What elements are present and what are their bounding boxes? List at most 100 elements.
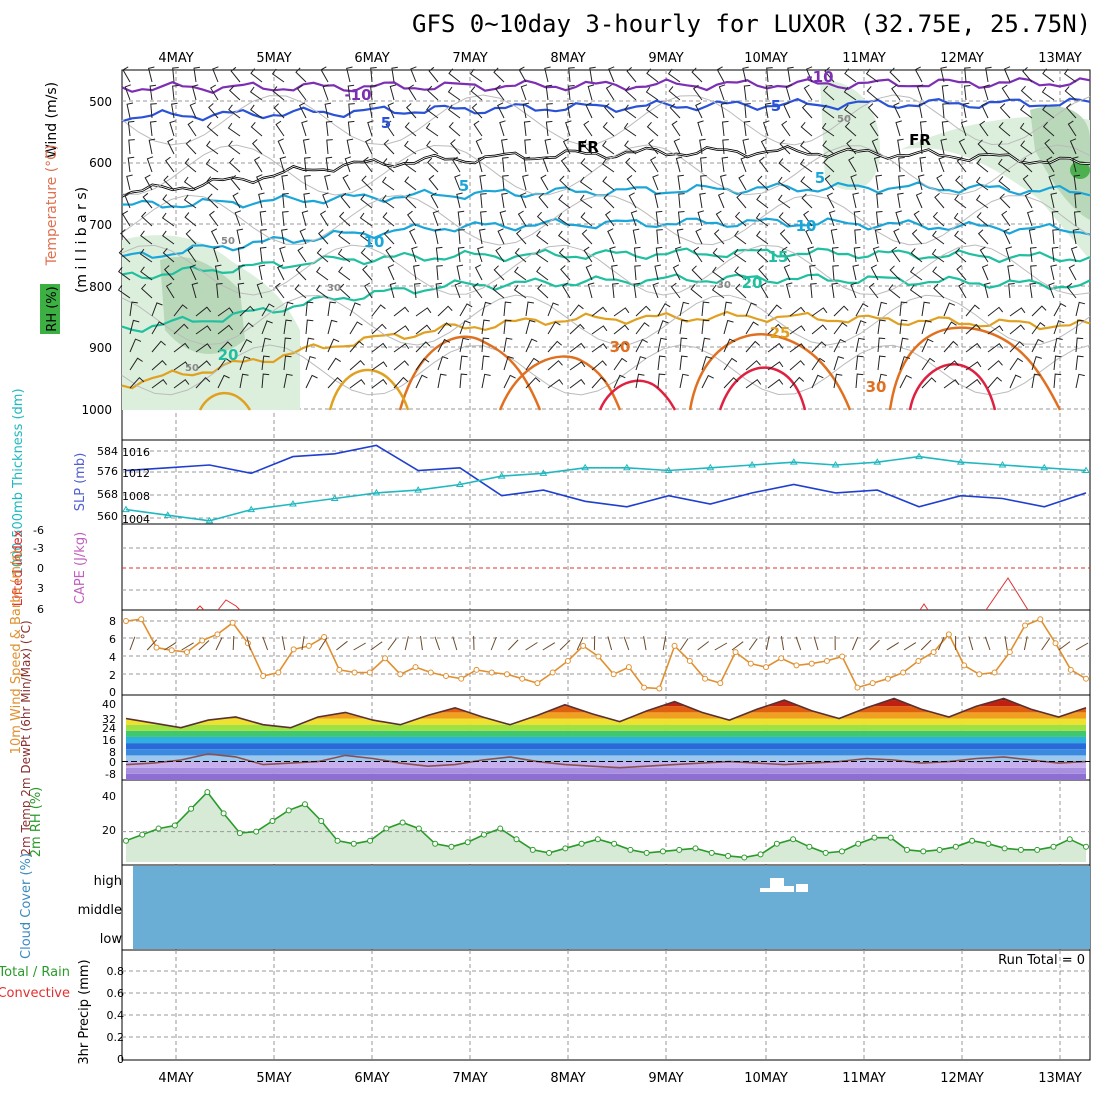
wind-barb — [478, 228, 486, 245]
temperature-band — [126, 736, 1086, 744]
wind-barb — [305, 374, 318, 389]
wind-barb — [411, 246, 418, 263]
surface-wind-barb — [525, 642, 538, 651]
wind-speed-line-point — [336, 666, 343, 673]
wind-barb — [601, 158, 615, 173]
temperature-band — [126, 743, 1086, 750]
wind-barb — [544, 66, 551, 83]
wind-barb — [940, 66, 947, 83]
thickness-line-point — [831, 460, 840, 468]
wind-barb — [409, 228, 417, 245]
thickness-axis-label: 1000-500mb Thickness (dm) — [11, 388, 26, 575]
wind-barb — [953, 212, 967, 227]
rh-line-point — [822, 849, 829, 856]
wind-barb — [127, 120, 135, 137]
wind-barb — [258, 192, 265, 209]
wind-barb — [645, 104, 659, 119]
wind-barb — [607, 228, 615, 245]
wind-barb — [140, 266, 153, 281]
rh-line-point — [757, 851, 764, 858]
wind-barb — [693, 246, 703, 263]
wind-barb — [537, 283, 549, 299]
rh-line-point — [741, 854, 748, 861]
wind-barb — [217, 324, 233, 335]
wind-legend-label: Wind (m/s) — [44, 82, 60, 158]
surface-wind-barb — [731, 641, 744, 651]
top-date-axis: 4MAY 5MAY 6MAY 7MAY 8MAY 9MAY 10MAY 11MA… — [158, 51, 1082, 66]
wind-barb — [585, 264, 593, 281]
rh-line-point — [871, 834, 878, 841]
wind-barb — [1075, 301, 1086, 317]
wind-barb — [560, 265, 571, 281]
wind-barb — [415, 341, 431, 353]
wind-barb — [1048, 174, 1055, 191]
wind-barb — [657, 320, 669, 335]
pressure-tick: 700 — [89, 218, 112, 232]
wind-barb — [722, 139, 729, 155]
wind-barb — [1009, 307, 1026, 317]
surface-wind-barb — [434, 636, 441, 651]
wind-barb — [172, 67, 179, 83]
wind-barb — [591, 360, 607, 371]
wind-barb — [183, 194, 197, 209]
temperature-band — [126, 700, 1086, 707]
wind-barb — [189, 264, 197, 281]
surface-wind-barb — [246, 636, 251, 651]
wind-barb — [557, 230, 571, 245]
date-label-bottom: 12MAY — [940, 1071, 984, 1086]
wind-barb — [874, 228, 882, 245]
wind-speed-line-point — [595, 653, 602, 660]
wind-barb — [303, 192, 310, 209]
wind-barb — [889, 265, 901, 281]
wind-barb — [187, 246, 197, 263]
wind-barb — [256, 282, 264, 299]
wind-speed-line-point — [778, 655, 785, 662]
wind-barb — [161, 212, 175, 227]
wind-barb — [173, 304, 188, 317]
wind-barb — [998, 176, 1011, 191]
wind-barb — [591, 325, 608, 335]
wind-barb — [918, 102, 926, 119]
wind-barb — [833, 355, 845, 371]
wind-barb — [213, 246, 220, 263]
wind-barb — [987, 376, 1003, 389]
wind-barb — [391, 66, 398, 83]
wind-barb — [895, 120, 902, 137]
wind-barb — [1046, 156, 1055, 173]
wind-barb — [447, 86, 461, 101]
wind-barb — [536, 266, 549, 281]
wind-barb — [525, 338, 538, 353]
wind-barb — [283, 337, 292, 353]
wind-barb — [481, 355, 490, 371]
wind-barb — [987, 325, 1004, 335]
wind-barb — [407, 210, 417, 227]
temp-tick: 16 — [102, 734, 116, 747]
wind-barb — [459, 320, 471, 335]
wind-barb — [256, 174, 263, 191]
wind-tick: 6 — [109, 633, 116, 646]
wind-barb — [146, 156, 154, 173]
wind-tick: 8 — [109, 615, 116, 628]
wind-barb — [635, 373, 645, 389]
wind-barb — [830, 228, 838, 245]
wind-barb — [624, 140, 637, 155]
wind-barb — [679, 337, 688, 353]
wind-speed-line-point — [183, 649, 190, 656]
wind-barb — [501, 138, 508, 155]
wind-barb — [654, 192, 661, 209]
thickness-tick: 560 — [97, 510, 118, 523]
surface-wind-barb — [1075, 642, 1089, 651]
wind-barb — [1074, 193, 1081, 209]
date-label-top: 12MAY — [940, 51, 984, 66]
contour-label: 10 — [796, 217, 817, 235]
wind-barb — [522, 102, 530, 119]
wind-barb — [954, 247, 967, 263]
wind-speed-line-point — [519, 675, 526, 682]
wind-barb — [758, 156, 769, 173]
wind-barb — [454, 174, 461, 191]
wind-barb — [448, 104, 461, 119]
wind-barb — [279, 156, 287, 173]
wind-barb — [230, 175, 241, 191]
wind-barb — [1042, 121, 1055, 137]
wind-speed-line-point — [854, 684, 861, 691]
